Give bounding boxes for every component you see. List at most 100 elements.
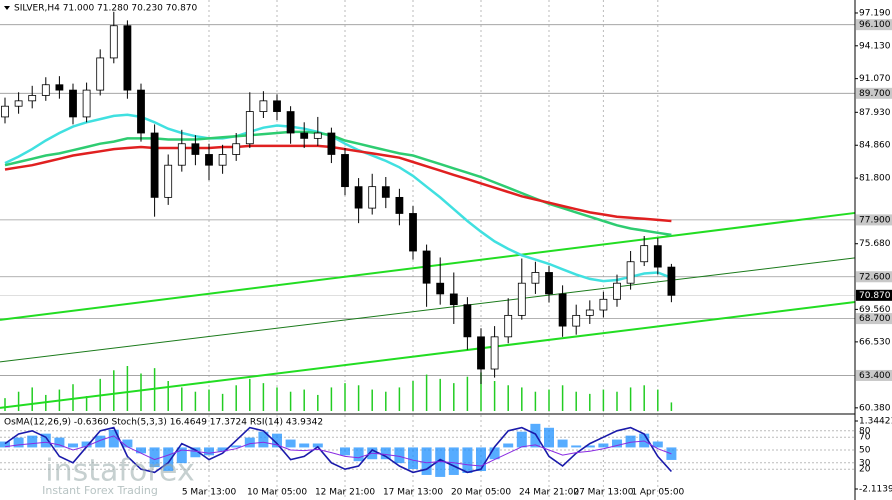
candle-body [300, 132, 309, 139]
candle-body [191, 143, 200, 155]
candle-body [585, 309, 594, 316]
candle-body [286, 111, 295, 134]
rsi-line [4, 435, 672, 467]
candle-body [41, 84, 50, 96]
candle-body [626, 261, 635, 284]
osma-bar [231, 445, 242, 448]
osma-bar [571, 445, 582, 448]
x-tick-label: 10 Mar 05:00 [247, 488, 307, 498]
osma-bar [408, 447, 418, 470]
candle-body [69, 89, 77, 118]
level-box [856, 369, 892, 381]
y-tick-label: 60.380 [859, 403, 891, 413]
osma-bar [380, 447, 391, 460]
last-price-box [856, 289, 892, 301]
candle-body [137, 89, 145, 134]
candle-body [422, 250, 431, 284]
y-tick-label: 66.530 [859, 337, 891, 347]
candle-body [449, 293, 458, 306]
osma-bar [136, 447, 146, 454]
osma-bar [299, 443, 310, 448]
level-label: 72.600 [859, 272, 891, 282]
y-tick-label: 84.860 [859, 141, 891, 151]
osma-bar [122, 439, 133, 448]
osma-bar [353, 447, 364, 462]
candle-body [572, 314, 581, 327]
osma-bar [435, 447, 446, 477]
candle-body [558, 293, 567, 327]
y-tick-label: 75.680 [859, 239, 891, 249]
menu-arrow [4, 6, 10, 10]
moving-average [4, 130, 672, 237]
osma-bar [625, 435, 636, 448]
osma-bar [312, 443, 323, 448]
y-tick-label: 91.070 [859, 74, 891, 84]
osma-bar [176, 447, 187, 464]
osma-bar [40, 433, 51, 448]
osma-bar [190, 447, 201, 458]
osma-bar [68, 443, 78, 448]
candle-body [341, 154, 349, 188]
trendline [0, 300, 856, 409]
osma-bar [27, 435, 38, 448]
osma-bar [54, 437, 65, 448]
osma-bar [489, 447, 500, 460]
candle-body [395, 196, 404, 214]
osma-bar [204, 447, 214, 456]
osma-bar [0, 441, 10, 448]
candle-body [640, 245, 649, 263]
candle-body [164, 164, 173, 198]
candle-body [517, 282, 526, 316]
level-label: 89.700 [859, 89, 891, 99]
level-box [856, 87, 892, 99]
last-price-label: 70.870 [859, 291, 891, 301]
y-tick-label: 97.190 [859, 8, 891, 18]
candle-body [1, 105, 9, 118]
candle-body [409, 213, 417, 252]
chart-title: SILVER,H4 71.000 71.280 70.230 70.870 [14, 4, 198, 14]
level-label: 96.100 [859, 20, 891, 30]
osma-bar [108, 429, 119, 448]
x-tick-label: 27 Mar 13:00 [573, 488, 633, 498]
x-tick-label: 20 Mar 05:00 [451, 488, 511, 498]
osc-tick-label: 30 [859, 458, 871, 468]
x-tick-label: 17 Mar 13:00 [383, 488, 443, 498]
osma-bar [394, 447, 405, 464]
osma-tick-label: 1.34421 [859, 417, 892, 427]
trendline [0, 257, 856, 363]
candle-body [327, 132, 336, 155]
y-tick-label: 87.930 [859, 108, 891, 118]
candle-body [177, 143, 186, 166]
candle-body [313, 132, 322, 139]
candle-body [613, 282, 621, 300]
candle-body [653, 245, 662, 268]
candle-body [245, 111, 254, 145]
osma-bar [81, 441, 92, 448]
y-tick-label: 69.560 [859, 305, 891, 315]
candle-body [259, 100, 268, 112]
osma-bar [285, 439, 296, 448]
plot: 5 Mar 13:00 10 Mar 05:00 12 Mar 21:00 17 Ma… [0, 0, 856, 500]
candle-body [599, 298, 608, 311]
level-box [856, 19, 892, 31]
osma-bar [421, 447, 432, 475]
level-label: 68.700 [859, 314, 891, 324]
osma-bar [516, 431, 527, 448]
osma-bar [272, 433, 282, 448]
moving-average [4, 113, 672, 283]
candle-body [531, 272, 540, 284]
y-tick-label: 94.130 [859, 41, 891, 51]
candle-body [490, 336, 499, 370]
osma-bar [95, 435, 106, 448]
osma-bar [448, 447, 459, 475]
osc-tick-label: 50 [859, 446, 871, 456]
candle-body [381, 186, 390, 198]
candle-body [273, 100, 281, 112]
osma-bar [13, 437, 24, 448]
candle-body [55, 84, 64, 91]
candle-body [504, 314, 513, 338]
level-box [856, 214, 892, 226]
candle-body [123, 25, 132, 91]
osma-bar [503, 443, 514, 448]
